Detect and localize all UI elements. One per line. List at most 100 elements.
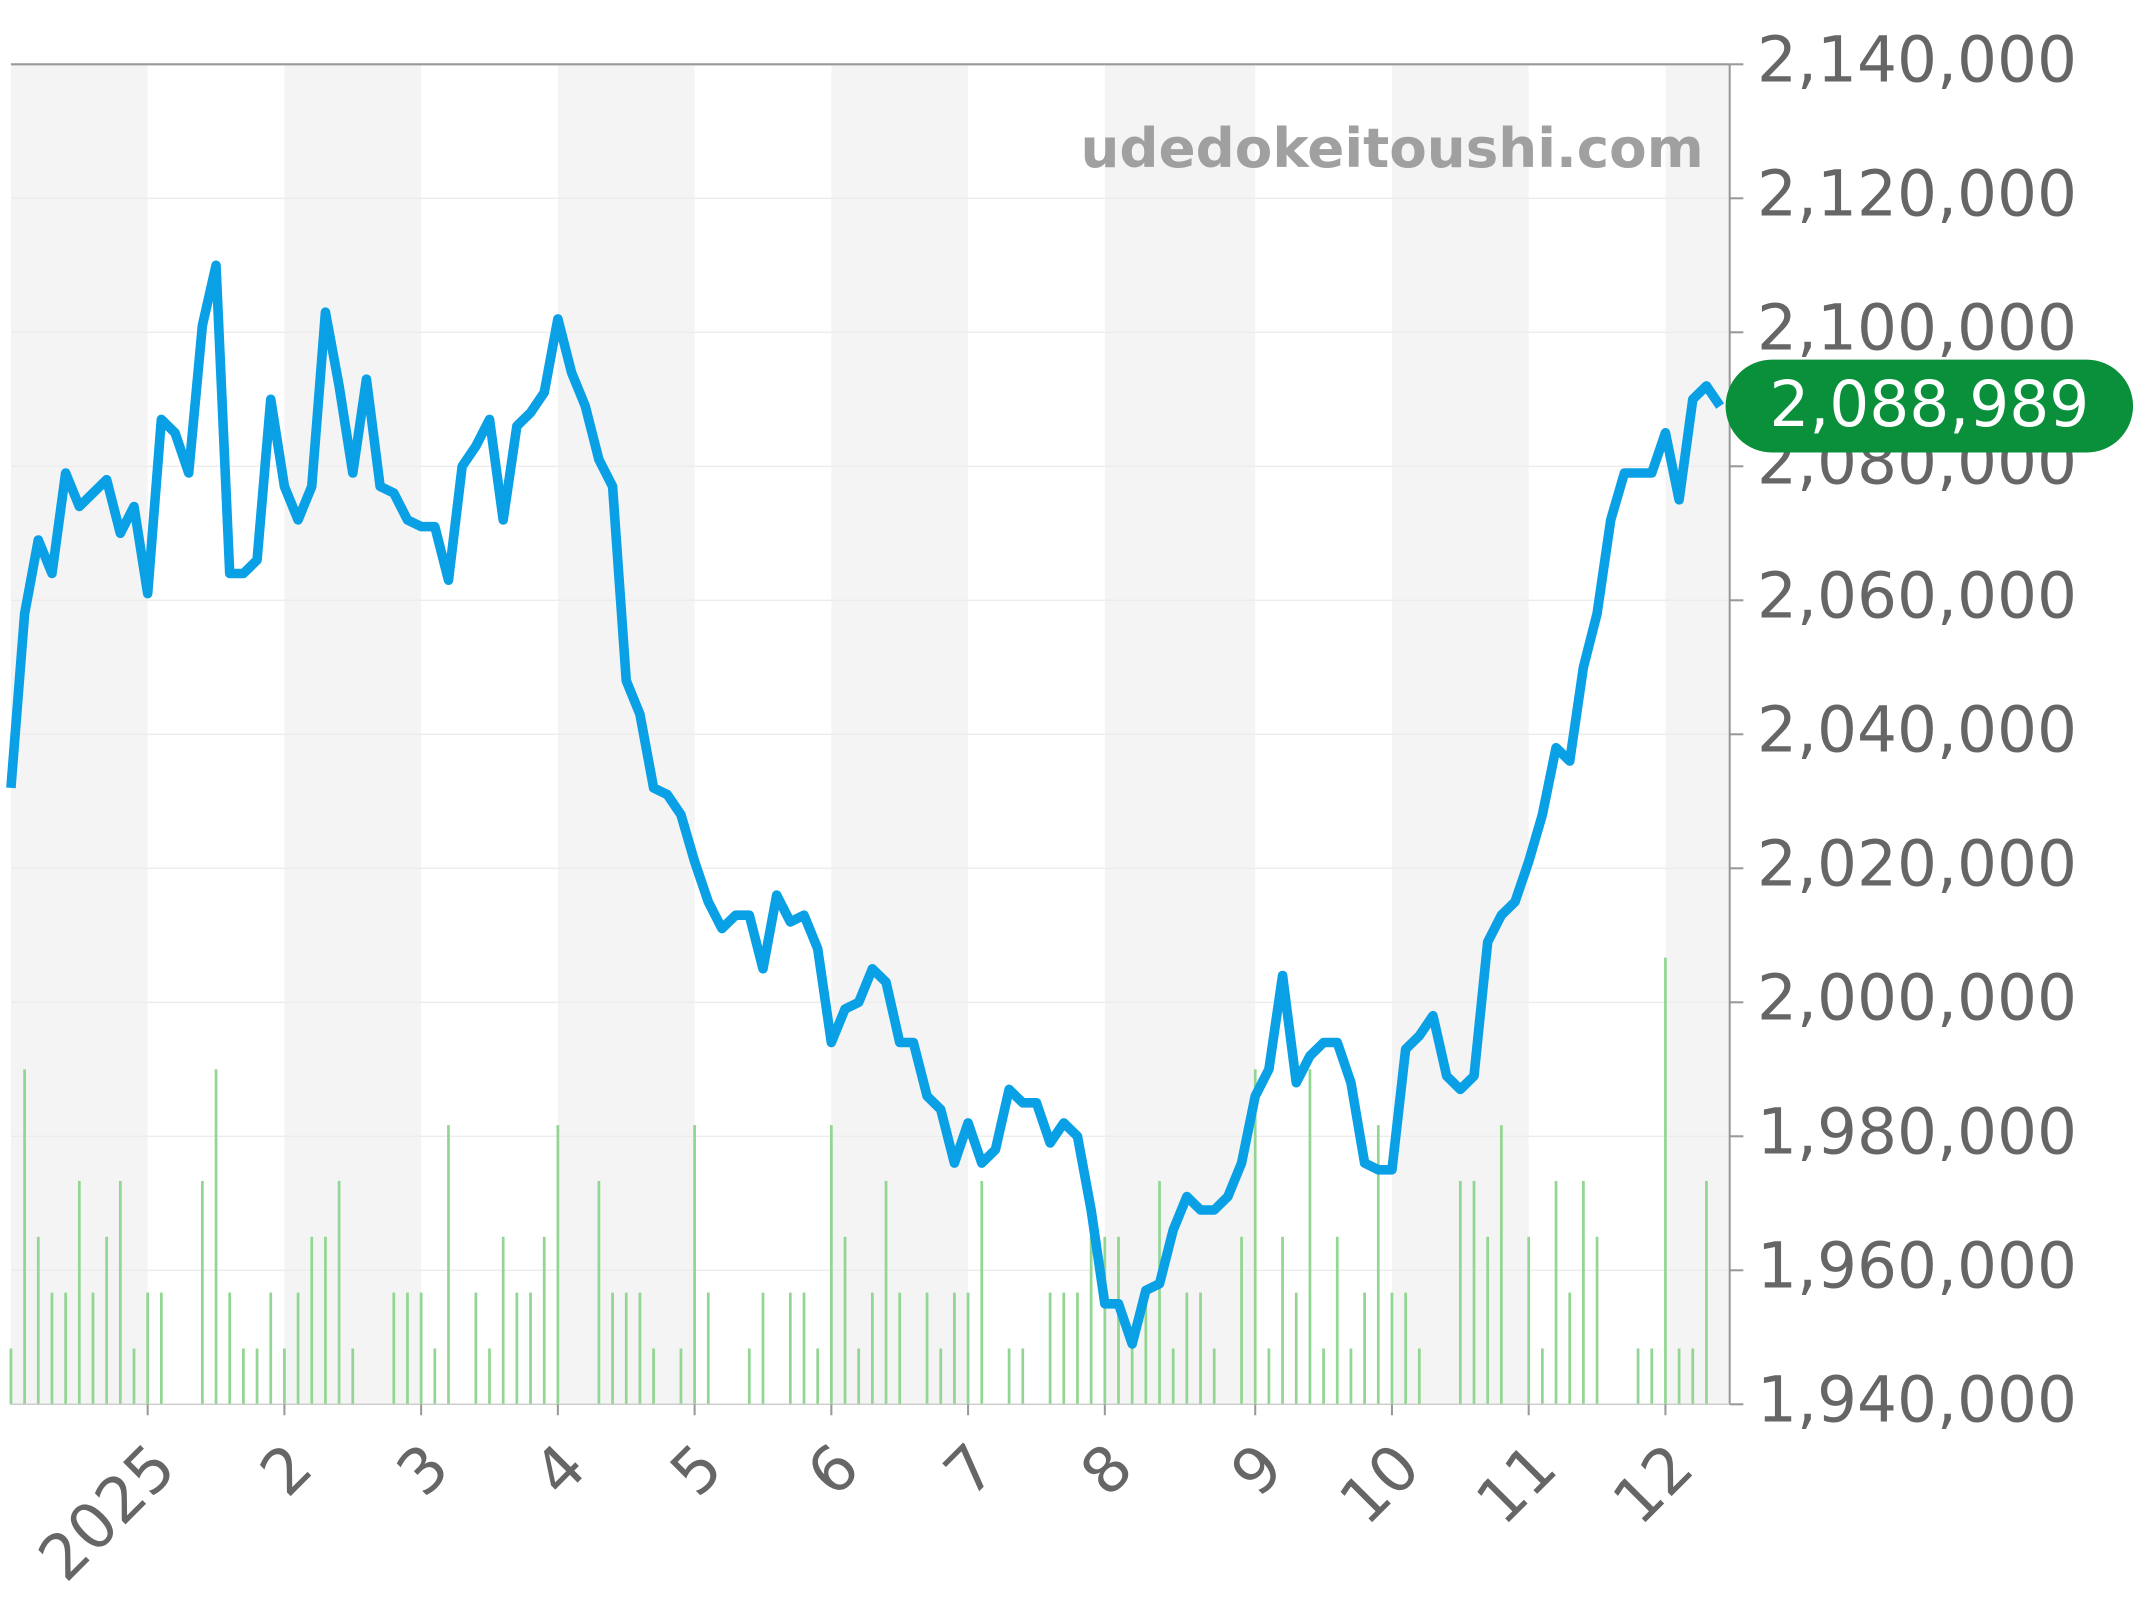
volume-bar [843, 1236, 847, 1405]
volume-bar [1554, 1180, 1558, 1405]
volume-bar [652, 1348, 655, 1405]
volume-bar [1089, 1236, 1093, 1405]
volume-bar [1185, 1292, 1189, 1405]
price-line [6, 260, 1725, 1349]
volume-bar [1677, 1348, 1681, 1405]
volume-bar [1076, 1292, 1079, 1405]
last-value-label: 2,088,989 [1769, 368, 2089, 441]
volume-bar [296, 1292, 300, 1405]
volume-bar [433, 1348, 437, 1405]
volume-bar [1007, 1348, 1011, 1405]
volume-bar [1267, 1348, 1271, 1405]
volume-bar [679, 1348, 683, 1405]
volume-bar [1390, 1292, 1394, 1405]
volume-bar [529, 1292, 532, 1405]
volume-bar [118, 1180, 122, 1405]
volume-bars [9, 957, 1708, 1405]
y-tick-label: 2,120,000 [1757, 157, 2077, 230]
volume-bar [228, 1292, 232, 1405]
volume-bar [146, 1292, 150, 1405]
volume-bar [857, 1348, 861, 1405]
volume-bar [597, 1180, 601, 1405]
volume-bar [1636, 1348, 1640, 1405]
volume-bar [64, 1292, 67, 1405]
volume-bar [1541, 1348, 1544, 1405]
x-tick-label: 10 [1326, 1430, 1434, 1538]
volume-bar [898, 1292, 902, 1405]
volume-bar [419, 1292, 423, 1405]
x-tick-label: 2025 [25, 1430, 190, 1595]
x-tick-label: 4 [520, 1430, 600, 1510]
volume-bar [447, 1125, 450, 1405]
volume-bar [1363, 1292, 1366, 1405]
volume-bar [1472, 1180, 1476, 1405]
volume-bar [91, 1292, 95, 1405]
volume-bar [1650, 1348, 1654, 1405]
x-tick-label: 7 [930, 1430, 1010, 1510]
volume-bar [1308, 1069, 1312, 1405]
volume-bar [761, 1292, 765, 1405]
volume-bar [706, 1292, 710, 1405]
x-tick-label: 3 [383, 1430, 463, 1510]
volume-bar [1705, 1180, 1708, 1405]
y-tick-label: 2,140,000 [1757, 23, 2077, 96]
x-tick-label: 2 [246, 1430, 326, 1510]
volume-bar [1664, 957, 1667, 1405]
x-tick-label: 12 [1599, 1430, 1707, 1538]
volume-bar [1062, 1292, 1066, 1405]
volume-bar [1294, 1292, 1298, 1405]
volume-bar [816, 1348, 820, 1405]
volume-bar [556, 1125, 560, 1405]
y-tick-label: 1,980,000 [1757, 1095, 2077, 1168]
volume-bar [802, 1292, 806, 1405]
volume-bar [501, 1236, 505, 1405]
volume-bar [542, 1236, 546, 1405]
volume-bar [283, 1348, 286, 1405]
volume-bar [324, 1236, 327, 1405]
volume-bar [1199, 1292, 1202, 1405]
y-tick-label: 2,000,000 [1757, 961, 2077, 1034]
volume-bar [351, 1348, 355, 1405]
volume-bar [980, 1180, 984, 1405]
volume-bar [1582, 1180, 1585, 1405]
x-tick-label: 9 [1217, 1430, 1297, 1510]
volume-bar [269, 1292, 273, 1405]
volume-bar [1568, 1292, 1572, 1405]
x-tick-label: 8 [1067, 1430, 1147, 1510]
volume-bar [1117, 1236, 1120, 1405]
volume-bar [214, 1069, 218, 1405]
watermark: udedokeitoushi.com [1080, 116, 1703, 180]
volume-bar [1499, 1125, 1503, 1405]
volume-bar [77, 1180, 81, 1405]
volume-bar [50, 1292, 54, 1405]
volume-bar [159, 1292, 163, 1405]
volume-bar [310, 1236, 314, 1405]
volume-bar [939, 1348, 943, 1405]
y-tick-label: 2,020,000 [1757, 827, 2077, 900]
volume-bar [255, 1348, 259, 1405]
volume-bar [1595, 1236, 1599, 1405]
volume-bar [693, 1125, 696, 1405]
volume-bar [1130, 1348, 1134, 1405]
volume-bar [1103, 1236, 1107, 1405]
volume-bar [337, 1180, 341, 1405]
y-tick-label: 2,100,000 [1757, 291, 2077, 364]
volume-bar [1048, 1292, 1052, 1405]
volume-bar [884, 1180, 888, 1405]
volume-bar [1691, 1348, 1695, 1405]
volume-bar [488, 1348, 491, 1405]
y-tick-label: 2,060,000 [1757, 559, 2077, 632]
volume-bar [474, 1292, 478, 1405]
y-tick-label: 1,960,000 [1757, 1229, 2077, 1302]
volume-bar [406, 1292, 409, 1405]
volume-bar [1322, 1348, 1325, 1405]
volume-bar [1404, 1292, 1407, 1405]
volume-bar [638, 1292, 642, 1405]
y-tick-label: 1,940,000 [1757, 1363, 2077, 1436]
volume-bar [36, 1236, 40, 1405]
volume-bar [23, 1069, 26, 1405]
volume-bar [1171, 1348, 1175, 1405]
last-value-badge [1725, 359, 2134, 453]
